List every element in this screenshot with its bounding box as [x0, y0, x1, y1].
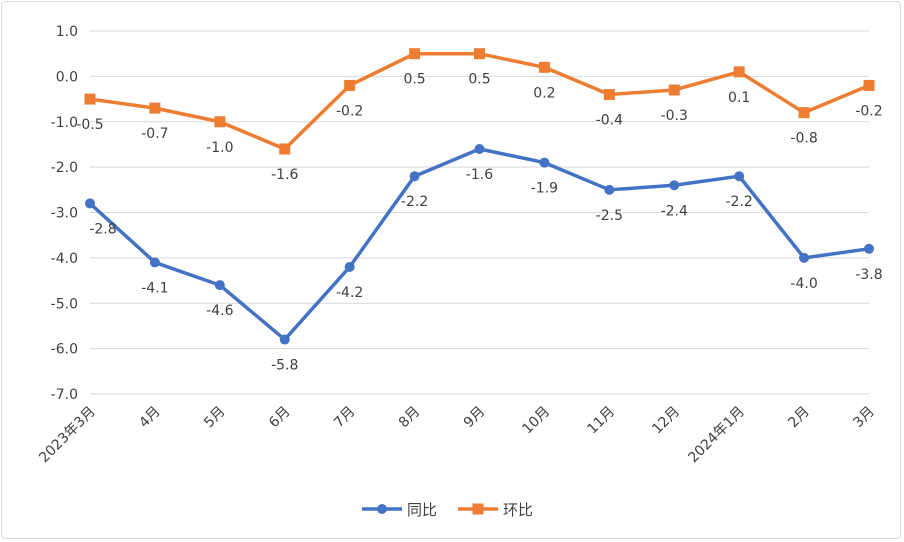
data-label: 0.5: [468, 72, 490, 88]
x-tick-label: 2023年3月: [36, 404, 99, 467]
data-point: [84, 93, 96, 105]
data-point: [214, 280, 225, 291]
data-point: [409, 48, 421, 60]
y-tick-label: -3.0: [51, 206, 78, 222]
data-point: [149, 102, 161, 114]
data-label: -0.3: [661, 108, 688, 124]
x-tick-label: 7月: [331, 404, 359, 432]
data-label: -4.2: [336, 285, 363, 301]
data-label: -0.5: [76, 117, 103, 133]
x-tick-label: 12月: [649, 404, 683, 438]
data-point: [539, 157, 550, 168]
data-point: [344, 261, 355, 272]
data-label: -5.8: [271, 358, 298, 374]
series-line-环比: [89, 51, 870, 151]
data-point: [798, 107, 810, 119]
x-tick-label: 2024年1月: [685, 404, 748, 467]
data-label: 0.5: [403, 72, 425, 88]
x-tick-label: 10月: [519, 404, 553, 438]
data-label: -4.0: [790, 276, 817, 292]
data-label: 0.2: [533, 85, 555, 101]
data-label: -3.8: [855, 267, 882, 283]
data-label: -4.1: [141, 280, 168, 296]
data-label: -0.4: [596, 113, 623, 129]
data-point: [474, 143, 485, 154]
data-label: 0.1: [728, 90, 750, 106]
x-tick-label: 3月: [850, 404, 878, 432]
y-tick-label: -7.0: [51, 387, 78, 403]
y-tick-label: -4.0: [51, 251, 78, 267]
data-label: -2.2: [726, 194, 753, 210]
data-point: [409, 171, 420, 182]
data-point: [864, 243, 874, 254]
x-tick-label: 11月: [584, 404, 618, 438]
data-label: -0.7: [141, 126, 168, 142]
x-tick-label: 9月: [461, 404, 489, 432]
data-point: [214, 116, 226, 128]
y-tick-label: 1.0: [56, 24, 78, 40]
data-label: -0.2: [855, 103, 882, 119]
data-label: -0.2: [336, 103, 363, 119]
legend-marker: [472, 503, 484, 515]
x-tick-label: 6月: [266, 404, 294, 432]
x-tick-label: 5月: [201, 404, 229, 432]
data-label: -2.2: [401, 194, 428, 210]
data-point: [863, 79, 875, 91]
data-label: -2.4: [661, 203, 688, 219]
data-point: [799, 252, 810, 263]
data-point: [279, 143, 291, 155]
data-label: -1.0: [206, 140, 233, 156]
data-point: [604, 184, 615, 195]
data-label: -2.8: [89, 221, 116, 237]
data-point: [603, 89, 615, 101]
data-point: [279, 334, 290, 345]
x-tick-label: 4月: [136, 404, 164, 432]
data-point: [669, 180, 680, 191]
data-point: [474, 48, 485, 60]
y-tick-label: 0.0: [56, 69, 78, 85]
data-point: [733, 66, 745, 78]
data-point: [538, 61, 550, 73]
data-label: -4.6: [206, 303, 233, 319]
data-label: -0.8: [790, 131, 817, 147]
y-tick-label: -1.0: [51, 115, 78, 131]
y-tick-label: -6.0: [51, 342, 78, 358]
data-label: -1.6: [466, 167, 493, 183]
data-point: [85, 198, 95, 209]
data-point: [344, 79, 356, 91]
data-label: -2.5: [596, 208, 623, 224]
legend-marker: [377, 504, 387, 514]
legend-label: 同比: [407, 501, 437, 519]
data-label: -1.9: [531, 181, 558, 197]
x-tick-label: 2月: [785, 404, 813, 432]
data-label: -1.6: [271, 167, 298, 183]
data-point: [668, 84, 680, 96]
data-point: [149, 257, 160, 268]
x-tick-label: 8月: [396, 404, 424, 432]
legend-label: 环比: [503, 501, 533, 519]
data-point: [734, 171, 745, 182]
y-tick-label: -5.0: [51, 296, 78, 312]
y-tick-label: -2.0: [51, 160, 78, 176]
